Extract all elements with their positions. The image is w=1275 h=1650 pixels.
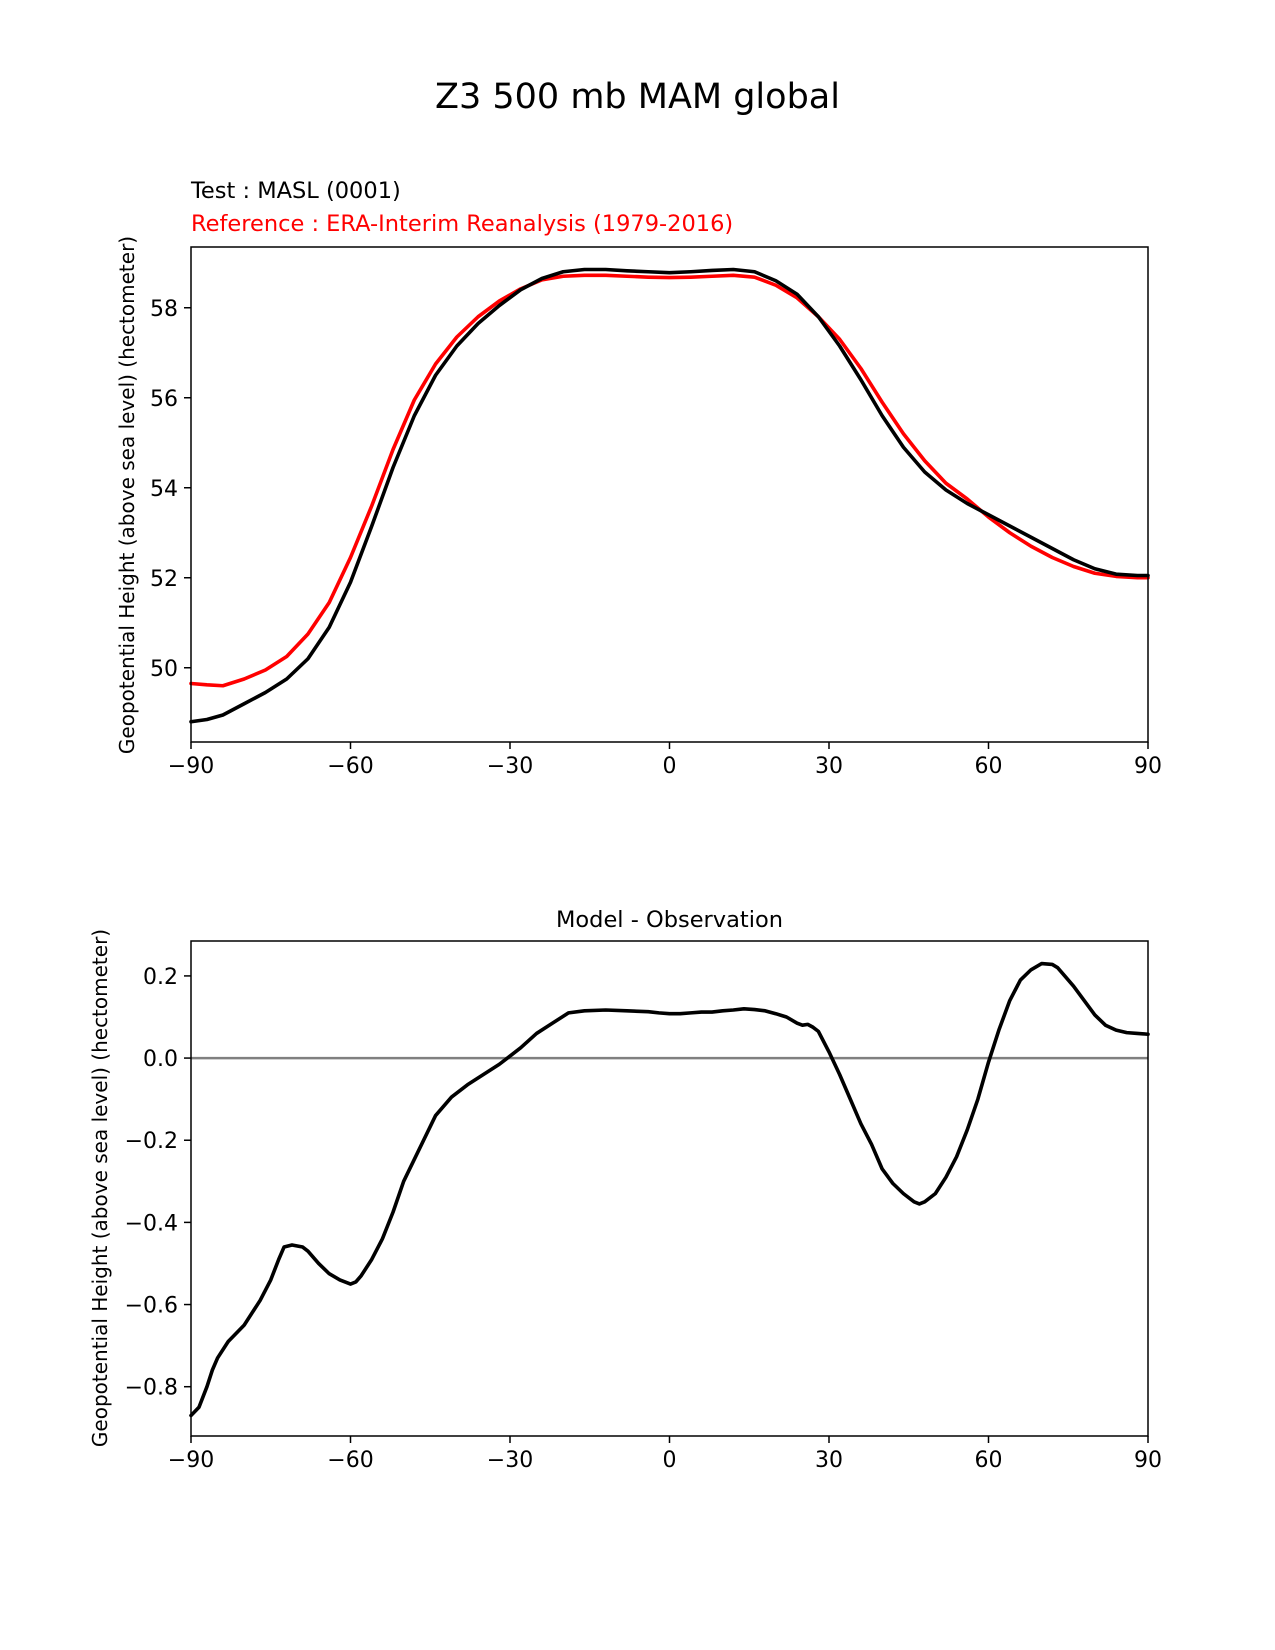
- top-x-tick-label: 90: [1134, 754, 1162, 779]
- bottom-x-tick-label: −60: [327, 1448, 373, 1473]
- top-y-tick-label: 56: [150, 387, 178, 412]
- bottom-series-layer: [189, 961, 1150, 1418]
- top-y-tick-label: 52: [150, 567, 178, 592]
- bottom-y-tick-label: −0.4: [125, 1211, 178, 1236]
- reference-label: Reference : ERA-Interim Reanalysis (1979…: [191, 211, 733, 237]
- top-y-tick-label: 58: [150, 297, 178, 322]
- bottom-y-tick-label: −0.6: [125, 1294, 178, 1319]
- top-plot-frame: [190, 246, 1149, 743]
- top-x-tick-label: 60: [975, 754, 1003, 779]
- top-panel: Test : MASL (0001) Reference : ERA-Inter…: [115, 178, 1162, 779]
- bottom-panel-title: Model - Observation: [556, 907, 783, 933]
- bottom-x-tick-label: 0: [663, 1448, 677, 1473]
- bottom-panel: Model - Observation Geopotential Height …: [88, 907, 1162, 1473]
- bottom-ticks: −90 −60 −30 0 30 60 90 0.2 0.0 −0.2 −0.4 −0.6 −0.8: [125, 965, 1162, 1473]
- top-series-line-test: [189, 267, 1150, 724]
- top-y-axis-label: Geopotential Height (above sea level) (h…: [115, 236, 139, 754]
- top-y-tick-label: 54: [150, 477, 178, 502]
- top-series-line-reference: [189, 273, 1150, 688]
- top-x-tick-label: 30: [815, 754, 843, 779]
- top-x-tick-label: −90: [168, 754, 214, 779]
- top-ticks: −90 −60 −30 0 30 60 90 50 52 54 56 58: [150, 297, 1162, 779]
- bottom-plot-frame: [190, 940, 1149, 1437]
- bottom-x-tick-label: 60: [975, 1448, 1003, 1473]
- bottom-series-line-difference: [189, 961, 1150, 1418]
- figure-title: Z3 500 mb MAM global: [435, 77, 840, 117]
- bottom-x-tick-label: −30: [487, 1448, 533, 1473]
- bottom-x-tick-label: −90: [168, 1448, 214, 1473]
- bottom-y-tick-label: −0.2: [125, 1129, 178, 1154]
- bottom-x-tick-label: 90: [1134, 1448, 1162, 1473]
- bottom-y-tick-label: −0.8: [125, 1376, 178, 1401]
- top-y-tick-label: 50: [150, 657, 178, 682]
- bottom-y-tick-label: 0.0: [143, 1047, 178, 1072]
- top-x-tick-label: 0: [663, 754, 677, 779]
- top-series-layer: [189, 267, 1150, 724]
- test-label: Test : MASL (0001): [190, 178, 401, 204]
- top-x-tick-label: −30: [487, 754, 533, 779]
- top-x-tick-label: −60: [327, 754, 373, 779]
- bottom-y-axis-label: Geopotential Height (above sea level) (h…: [88, 929, 112, 1447]
- bottom-x-tick-label: 30: [815, 1448, 843, 1473]
- bottom-y-tick-label: 0.2: [143, 965, 178, 990]
